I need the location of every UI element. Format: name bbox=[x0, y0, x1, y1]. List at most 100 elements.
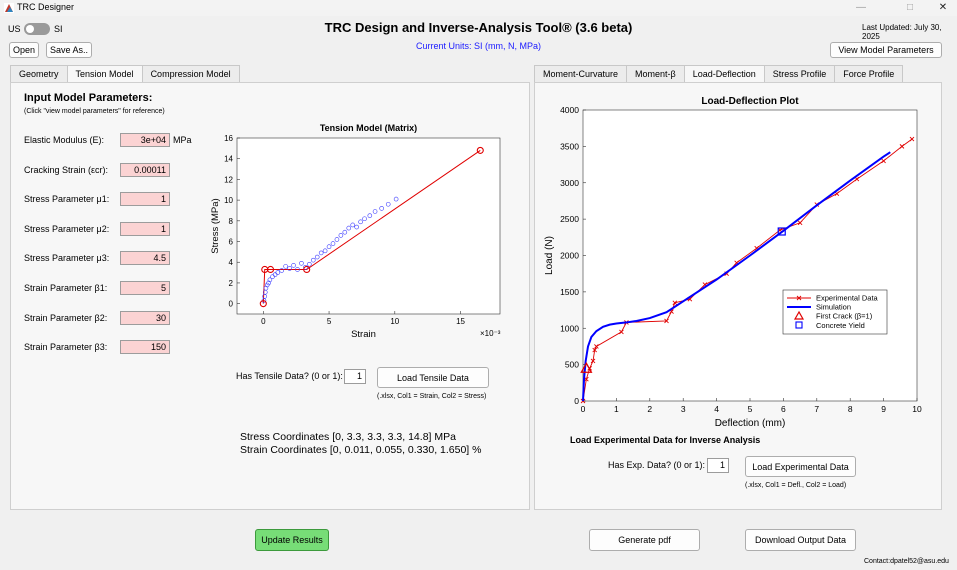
exp-point bbox=[287, 266, 292, 271]
exp-point bbox=[299, 260, 304, 266]
param-input[interactable]: 0.00011 bbox=[120, 162, 170, 177]
tab-moment-curvature[interactable]: Moment-Curvature bbox=[534, 65, 628, 82]
y-tick-label: 0 bbox=[574, 396, 579, 406]
legend-yield-marker bbox=[795, 321, 803, 329]
x-tick-label: 6 bbox=[781, 404, 786, 414]
param-label: Strain Parameter β1: bbox=[24, 283, 108, 293]
last-updated: Last Updated: July 30, 2025 bbox=[862, 23, 942, 41]
experimental-point bbox=[899, 144, 905, 149]
exp-point bbox=[346, 225, 352, 231]
y-tick-label: 3000 bbox=[560, 178, 579, 188]
concrete-yield-marker bbox=[777, 227, 786, 236]
exp-point bbox=[322, 248, 328, 254]
exp-point bbox=[266, 280, 271, 286]
exp-point bbox=[310, 257, 316, 263]
param-input[interactable]: 4.5 bbox=[120, 251, 170, 266]
param-input[interactable]: 1 bbox=[120, 221, 170, 236]
modulus-unit: MPa bbox=[173, 135, 192, 145]
exp-point bbox=[318, 250, 324, 256]
save-as-button[interactable]: Save As.. bbox=[46, 42, 92, 58]
tab-moment-beta[interactable]: Moment-β bbox=[626, 65, 685, 82]
has-tensile-input[interactable]: 1 bbox=[344, 369, 366, 384]
open-button[interactable]: Open bbox=[9, 42, 39, 58]
contact-info: Contact:dpatel52@asu.edu bbox=[864, 558, 949, 565]
legend-exp-label: Experimental Data bbox=[816, 294, 879, 303]
simulation-line bbox=[582, 151, 891, 402]
toggle-us-label: US bbox=[8, 24, 21, 34]
unit-toggle-switch[interactable] bbox=[24, 23, 50, 35]
tab-load-deflection[interactable]: Load-Deflection bbox=[683, 65, 765, 82]
y-tick-label: 1000 bbox=[560, 323, 579, 333]
y-axis-label: Stress (MPa) bbox=[210, 198, 221, 253]
has-exp-label: Has Exp. Data? (0 or 1): bbox=[608, 460, 706, 470]
exp-point bbox=[279, 268, 285, 273]
y-tick-label: 10 bbox=[224, 196, 233, 205]
maximize-icon[interactable]: □ bbox=[906, 2, 914, 13]
param-label: Elastic Modulus (E): bbox=[24, 135, 105, 145]
exp-point bbox=[275, 270, 281, 275]
y-tick-label: 1500 bbox=[560, 287, 579, 297]
view-model-parameters-button[interactable]: View Model Parameters bbox=[830, 42, 942, 58]
y-tick-label: 500 bbox=[565, 360, 579, 370]
strain-coordinates: Strain Coordinates [0, 0.011, 0.055, 0.3… bbox=[240, 444, 482, 456]
tensile-hint: (.xlsx, Col1 = Strain, Col2 = Stress) bbox=[377, 393, 487, 400]
param-input[interactable]: 1 bbox=[120, 192, 170, 207]
param-input[interactable]: 5 bbox=[120, 281, 170, 295]
y-tick-label: 14 bbox=[224, 155, 233, 164]
param-label: Cracking Strain (εcr): bbox=[24, 164, 109, 175]
y-tick-label: 6 bbox=[229, 238, 234, 247]
units-note: Current Units: SI (mm, N, MPa) bbox=[415, 41, 541, 51]
tab-stress-profile[interactable]: Stress Profile bbox=[763, 65, 836, 82]
x-tick-label: 4 bbox=[714, 404, 719, 414]
window-titlebar: TRC Designer — □ ✕ bbox=[0, 0, 957, 16]
exp-point bbox=[334, 237, 340, 242]
param-input[interactable]: 3e+04 bbox=[120, 133, 170, 147]
y-tick-label: 3500 bbox=[560, 141, 579, 151]
experimental-hint: (.xlsx, Col1 = Defl., Col2 = Load) bbox=[745, 482, 847, 489]
load-tensile-data-button[interactable]: Load Tensile Data bbox=[377, 367, 489, 388]
tension-model-chart: Tension Model (Matrix) 0 5 10 15 0 2 4 6 8 10 12 14 1… bbox=[210, 123, 501, 340]
experimental-point bbox=[619, 329, 624, 335]
right-tabbar: Moment-Curvature Moment-β Load-Deflectio… bbox=[534, 65, 904, 82]
download-output-data-button[interactable]: Download Output Data bbox=[745, 529, 856, 551]
close-icon[interactable]: ✕ bbox=[938, 2, 948, 13]
legend-crack-marker bbox=[793, 310, 805, 320]
load-experimental-data-button[interactable]: Load Experimental Data bbox=[745, 456, 856, 477]
tab-tension-model[interactable]: Tension Model bbox=[66, 65, 143, 82]
tab-compression-model[interactable]: Compression Model bbox=[141, 65, 240, 82]
legend-sim-label: Simulation bbox=[816, 303, 851, 312]
param-input[interactable]: 150 bbox=[120, 340, 170, 355]
exp-point bbox=[393, 196, 399, 202]
model-marker bbox=[259, 300, 267, 308]
chart-title: Load-Deflection Plot bbox=[701, 96, 799, 107]
has-exp-input[interactable]: 1 bbox=[707, 458, 729, 473]
exp-point bbox=[338, 233, 344, 238]
exp-point bbox=[263, 285, 269, 291]
y-tick-label: 12 bbox=[224, 175, 233, 184]
experimental-heading: Load Experimental Data for Inverse Analy… bbox=[570, 435, 761, 445]
exp-point bbox=[362, 216, 367, 222]
generate-pdf-button[interactable]: Generate pdf bbox=[589, 529, 700, 551]
param-label: Strain Parameter β2: bbox=[24, 312, 108, 323]
x-tick-label: 7 bbox=[814, 404, 819, 414]
exp-point bbox=[379, 206, 384, 211]
exp-point bbox=[350, 222, 356, 228]
legend-yield-label: Concrete Yield bbox=[816, 321, 865, 330]
exp-point bbox=[358, 219, 363, 225]
exp-point bbox=[372, 209, 378, 214]
load-deflection-chart: Load-Deflection Plot 0 1 2 3 4 5 6 7 8 9 10 0 500 1000… bbox=[544, 96, 922, 429]
exp-point bbox=[283, 264, 288, 269]
tab-geometry[interactable]: Geometry bbox=[10, 65, 68, 82]
stress-coordinates: Stress Coordinates [0, 3.3, 3.3, 3.3, 14… bbox=[240, 431, 456, 443]
param-input[interactable]: 30 bbox=[120, 310, 170, 325]
y-tick-label: 16 bbox=[224, 134, 233, 143]
x-tick-label: 3 bbox=[681, 404, 686, 414]
update-results-button[interactable]: Update Results bbox=[255, 529, 329, 551]
legend-exp-marker bbox=[796, 295, 802, 301]
exp-point bbox=[326, 244, 332, 250]
tab-force-profile[interactable]: Force Profile bbox=[834, 65, 904, 82]
exp-point bbox=[330, 241, 336, 246]
minimize-icon[interactable]: — bbox=[856, 2, 866, 13]
param-label: Stress Parameter μ1: bbox=[24, 194, 110, 205]
has-tensile-label: Has Tensile Data? (0 or 1): bbox=[236, 371, 343, 381]
